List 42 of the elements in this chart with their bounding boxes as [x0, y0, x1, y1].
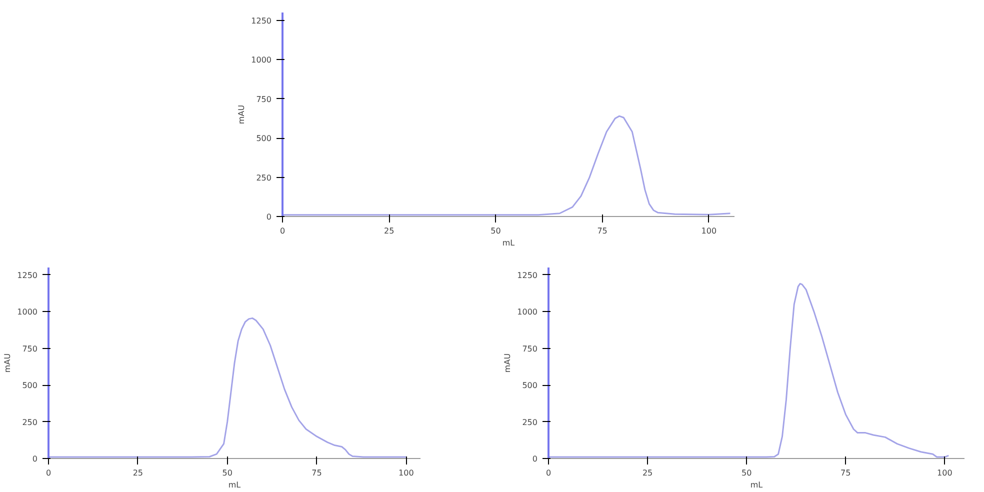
y-tick-label: 750: [22, 344, 38, 354]
x-tick-label: 75: [840, 468, 851, 478]
x-tick-label: 0: [280, 226, 286, 236]
y-tick-label: 1000: [251, 56, 272, 65]
y-tick-label: 500: [22, 381, 38, 390]
y-tick-label: 0: [32, 454, 38, 464]
x-axis-title: mL: [228, 480, 242, 490]
x-tick-label: 100: [398, 468, 414, 478]
y-axis-title: mAU: [503, 353, 512, 373]
x-tick-label: 0: [46, 468, 52, 478]
x-tick-label: 0: [546, 468, 552, 478]
y-tick-label: 750: [522, 344, 538, 354]
x-tick-label: 25: [642, 468, 653, 478]
x-tick-label: 25: [384, 226, 394, 236]
y-tick-label: 500: [522, 381, 538, 390]
x-tick-label: 75: [597, 226, 608, 236]
x-tick-label: 50: [490, 226, 501, 236]
x-tick-label: 100: [701, 226, 717, 236]
y-tick-label: 1250: [517, 270, 538, 280]
y-axis-title: mAU: [237, 104, 246, 124]
y-tick-label: 1000: [517, 308, 538, 317]
x-axis-title: mL: [750, 480, 764, 490]
x-tick-label: 50: [742, 468, 752, 478]
y-tick-label: 750: [256, 94, 272, 104]
x-tick-label: 100: [937, 468, 952, 478]
y-tick-label: 250: [22, 418, 38, 427]
x-tick-label: 75: [312, 468, 322, 478]
line-series: [48, 317, 407, 458]
x-axis-title: mL: [502, 238, 516, 248]
y-tick-label: 250: [256, 173, 272, 182]
x-tick-label: 50: [222, 468, 232, 478]
y-tick-label: 1250: [17, 270, 38, 280]
y-tick-label: 0: [266, 212, 272, 222]
y-tick-label: 1250: [251, 16, 272, 26]
line-series: [548, 282, 950, 458]
x-tick-label: 25: [132, 468, 144, 478]
y-tick-label: 250: [522, 418, 538, 427]
y-tick-label: 1000: [17, 308, 38, 317]
y-tick-label: 0: [532, 454, 538, 464]
y-tick-label: 500: [256, 134, 272, 144]
y-axis-title: mAU: [3, 353, 12, 373]
line-series: [282, 115, 731, 216]
